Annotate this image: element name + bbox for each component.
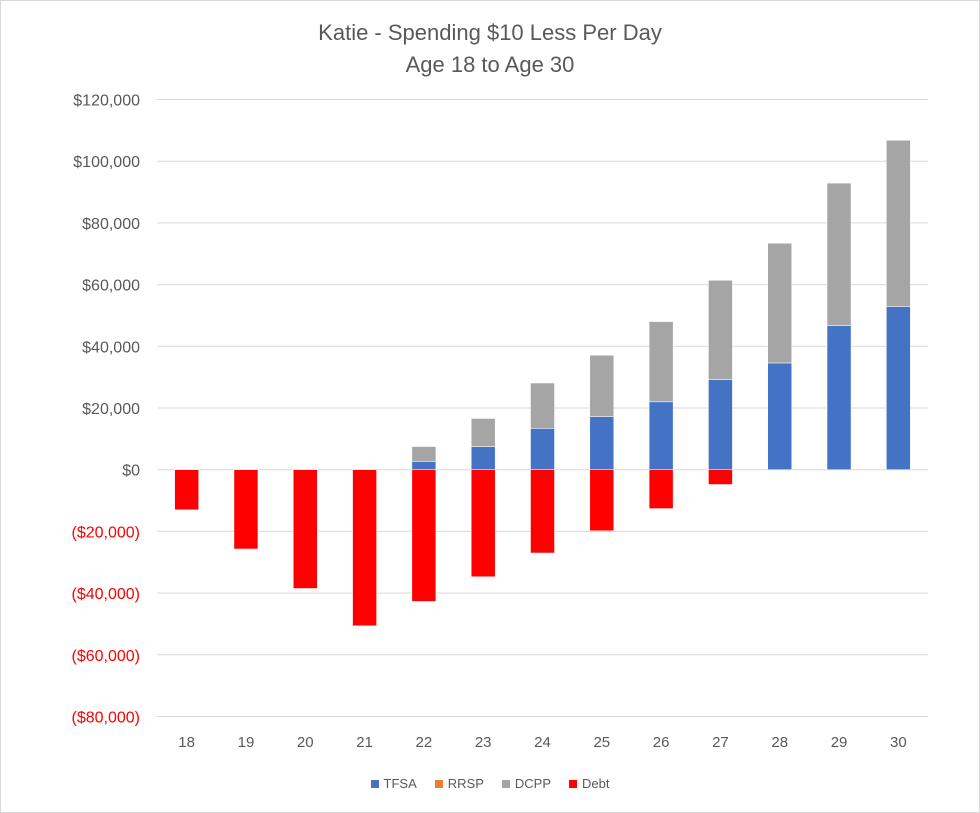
x-tick-label: 20 <box>297 734 314 751</box>
y-tick-label: $20,000 <box>82 401 140 418</box>
x-tick-label: 28 <box>771 734 788 751</box>
bar-dcpp-27 <box>708 280 733 380</box>
legend-label: DCPP <box>514 776 551 791</box>
y-tick-label: ($80,000) <box>72 710 141 727</box>
y-tick-label: ($20,000) <box>72 524 141 541</box>
x-tick-label: 26 <box>653 734 670 751</box>
x-tick-label: 25 <box>593 734 610 751</box>
bar-dcpp-29 <box>826 182 852 326</box>
y-tick-label: $80,000 <box>82 216 140 233</box>
y-tick-label: $0 <box>122 463 140 480</box>
legend-swatch <box>370 779 379 788</box>
bar-debt-27 <box>708 469 733 485</box>
bar-tfsa-25 <box>589 416 615 470</box>
legend-swatch <box>434 779 443 788</box>
y-tick-label: ($40,000) <box>72 586 141 603</box>
bar-dcpp-25 <box>589 354 615 417</box>
bar-dcpp-28 <box>767 243 792 364</box>
x-tick-label: 19 <box>238 734 255 751</box>
bar-tfsa-27 <box>708 379 733 470</box>
bar-debt-21 <box>352 469 377 627</box>
y-tick-label: $120,000 <box>73 93 140 110</box>
legend-label: Debt <box>582 776 610 791</box>
bar-debt-22 <box>411 469 437 602</box>
x-tick-label: 21 <box>356 734 373 751</box>
bar-tfsa-23 <box>470 446 496 470</box>
legend-item-rrsp: RRSP <box>434 776 484 791</box>
x-tick-label: 24 <box>534 734 551 751</box>
y-tick-label: $60,000 <box>82 278 140 295</box>
x-tick-label: 18 <box>178 734 195 751</box>
bar-debt-25 <box>589 469 615 532</box>
bar-dcpp-24 <box>530 382 555 429</box>
y-tick-label: ($60,000) <box>72 648 141 665</box>
bar-debt-19 <box>233 469 259 550</box>
bar-dcpp-22 <box>411 446 437 462</box>
legend: TFSA RRSP DCPP Debt <box>0 776 980 791</box>
bar-tfsa-28 <box>767 362 792 470</box>
bar-tfsa-29 <box>826 325 852 470</box>
x-tick-label: 23 <box>475 734 492 751</box>
x-tick-label: 22 <box>416 734 433 751</box>
bar-debt-24 <box>530 469 555 554</box>
bar-tfsa-26 <box>648 401 674 470</box>
bar-dcpp-26 <box>648 321 674 403</box>
bar-tfsa-22 <box>411 461 437 470</box>
bar-dcpp-30 <box>886 139 911 307</box>
legend-item-tfsa: TFSA <box>370 776 417 791</box>
y-tick-label: $40,000 <box>82 339 140 356</box>
legend-item-debt: Debt <box>569 776 609 791</box>
chart-title: Katie - Spending $10 Less Per Day <box>318 20 662 45</box>
legend-label: RRSP <box>447 776 484 791</box>
bar-tfsa-24 <box>530 428 555 470</box>
x-tick-label: 30 <box>890 734 907 751</box>
legend-swatch <box>569 779 577 788</box>
y-tick-label: $100,000 <box>73 154 140 171</box>
bar-debt-23 <box>470 469 496 577</box>
bar-dcpp-23 <box>470 418 496 447</box>
bar-debt-18 <box>174 469 199 511</box>
x-tick-label: 29 <box>831 734 848 751</box>
x-tick-label: 27 <box>712 734 729 751</box>
bar-debt-26 <box>648 469 674 509</box>
legend-swatch <box>501 779 510 788</box>
chart-subtitle: Age 18 to Age 30 <box>405 52 575 77</box>
bar-tfsa-30 <box>886 306 911 470</box>
legend-item-dcpp: DCPP <box>501 776 551 791</box>
bar-debt-20 <box>293 469 318 589</box>
legend-label: TFSA <box>383 776 417 791</box>
